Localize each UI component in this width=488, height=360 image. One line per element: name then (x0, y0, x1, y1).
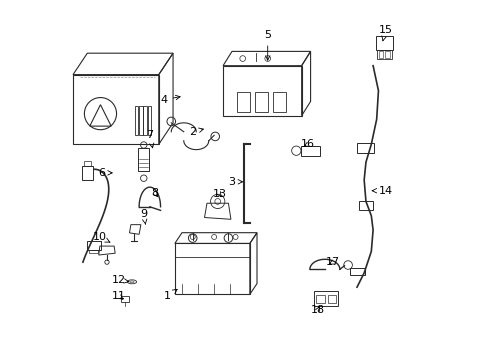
Text: 12: 12 (111, 275, 128, 285)
Bar (237, 93, 249, 112)
Text: 2: 2 (189, 127, 203, 137)
Bar (313, 291, 338, 306)
Text: 16: 16 (301, 139, 314, 149)
Bar (385, 51, 389, 58)
Text: 7: 7 (146, 130, 154, 148)
Bar (143, 107, 146, 135)
Bar (139, 107, 142, 135)
Bar (358, 201, 372, 210)
Bar (378, 51, 382, 58)
Bar (82, 166, 93, 180)
Bar (349, 267, 364, 275)
Bar (377, 50, 391, 59)
Text: 3: 3 (228, 177, 242, 187)
Text: 6: 6 (98, 168, 112, 178)
Text: 14: 14 (371, 186, 392, 196)
Bar (84, 161, 91, 166)
Bar (147, 107, 151, 135)
Text: 1: 1 (164, 289, 177, 301)
Text: 17: 17 (325, 257, 340, 267)
Bar (121, 296, 129, 302)
Text: 18: 18 (310, 305, 324, 315)
Bar (300, 146, 319, 156)
Bar (375, 36, 392, 50)
Text: 9: 9 (140, 209, 147, 225)
Text: 8: 8 (151, 188, 158, 198)
Text: 11: 11 (112, 291, 125, 301)
Text: 15: 15 (378, 25, 392, 41)
Bar (327, 296, 335, 303)
Bar (272, 93, 285, 112)
Text: 4: 4 (160, 95, 180, 105)
Bar (135, 107, 138, 135)
Text: 10: 10 (93, 232, 110, 242)
Bar (356, 143, 373, 153)
Bar (255, 93, 267, 112)
Bar (89, 249, 98, 253)
Text: 13: 13 (212, 189, 226, 199)
Bar (86, 241, 101, 249)
Text: 5: 5 (264, 30, 271, 60)
Bar (138, 148, 149, 171)
Bar (315, 296, 325, 303)
